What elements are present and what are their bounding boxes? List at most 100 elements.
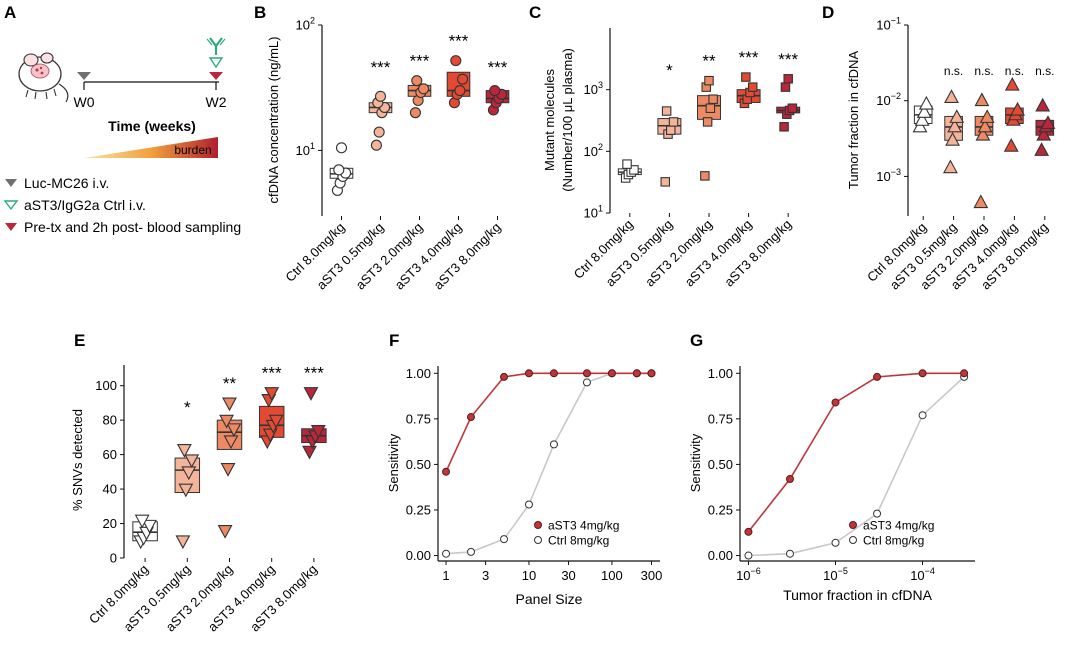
x-tick-label: aST3 8.0mg/kg xyxy=(431,220,504,293)
data-point xyxy=(1034,142,1050,156)
schematic-panel: W0 W2 Time (weeks) burden Luc-MC26 i.v. … xyxy=(3,37,241,235)
data-point xyxy=(184,454,200,469)
y-tick-label: 40 xyxy=(103,482,117,497)
data-point xyxy=(668,117,679,127)
data-point xyxy=(873,372,882,381)
data-point xyxy=(134,514,150,529)
legend-label: aST3 4mg/kg xyxy=(548,519,619,533)
data-point xyxy=(960,369,969,378)
y-tick-label: 0.75 xyxy=(406,411,431,426)
legend-label: aST3 4mg/kg xyxy=(863,519,934,533)
y-tick-label: 0.25 xyxy=(406,502,431,517)
data-point xyxy=(831,398,840,407)
time-axis-label: Time (weeks) xyxy=(108,118,196,134)
x-tick-label: 300 xyxy=(641,568,663,583)
significance-label: * xyxy=(184,398,191,417)
data-point xyxy=(370,139,382,151)
significance-label: n.s. xyxy=(1005,64,1024,78)
burden-label: burden xyxy=(174,143,211,157)
data-point xyxy=(1035,97,1051,112)
data-point xyxy=(442,549,451,558)
data-point xyxy=(310,425,326,439)
x-tick-label: 10−5 xyxy=(823,566,848,583)
data-point xyxy=(582,369,591,378)
data-point xyxy=(178,483,194,498)
series-line xyxy=(747,372,965,533)
y-axis-label: Tumor fraction in cfDNA xyxy=(846,51,861,190)
data-point xyxy=(660,177,671,187)
timeline-w2: W2 xyxy=(206,94,227,110)
data-point xyxy=(409,107,421,119)
y-tick-label: 80 xyxy=(103,413,117,428)
data-point xyxy=(217,525,233,539)
significance-label: *** xyxy=(410,52,430,71)
y-tick-label: 0.00 xyxy=(708,548,733,563)
data-point xyxy=(918,95,934,110)
y-axis-label: Sensitivity xyxy=(386,433,401,492)
data-point xyxy=(943,159,958,174)
data-point xyxy=(647,369,656,378)
data-point xyxy=(549,440,558,449)
data-point xyxy=(975,126,991,141)
y-tick-label: 1.00 xyxy=(708,366,733,381)
luc-mc26-icon xyxy=(5,179,17,187)
x-tick-label: 10 xyxy=(522,568,536,583)
legend-marker xyxy=(534,521,542,529)
y-tick-label: 0.50 xyxy=(406,457,431,472)
y-tick-label: 0 xyxy=(110,551,117,566)
significance-label: *** xyxy=(262,364,282,383)
significance-label: n.s. xyxy=(1035,64,1054,78)
data-point xyxy=(549,369,558,378)
data-point xyxy=(831,538,840,547)
y-tick-label: 100 xyxy=(95,378,117,393)
significance-label: * xyxy=(666,61,673,80)
schematic-legend: Luc-MC26 i.v. aST3/IgG2a Ctrl i.v. Pre-t… xyxy=(3,175,241,235)
data-point xyxy=(1003,137,1019,152)
data-point xyxy=(873,509,882,518)
data-point xyxy=(219,414,234,429)
data-point xyxy=(175,535,191,550)
panel-label-b: B xyxy=(254,3,266,22)
data-point xyxy=(1036,126,1052,141)
data-point xyxy=(632,369,641,378)
data-point xyxy=(374,90,387,102)
data-point xyxy=(467,413,476,422)
data-point xyxy=(779,122,789,132)
legend-label: Ctrl 8mg/kg xyxy=(548,534,609,548)
gray-triangle-icon xyxy=(77,72,91,80)
panel-label-f: F xyxy=(389,331,399,350)
ast3-ctrl-icon xyxy=(3,200,19,211)
y-tick-label: 103 xyxy=(584,80,603,97)
y-tick-label: 0.50 xyxy=(708,457,733,472)
data-point xyxy=(974,92,990,107)
data-point xyxy=(785,474,794,483)
data-point xyxy=(700,171,710,181)
legend-marker xyxy=(534,536,542,544)
chart-panel-g: 0.00 0.25 0.50 0.75 1.00 Sensitivity 10−6 10−5 1… xyxy=(688,366,975,603)
data-point xyxy=(661,106,672,116)
data-point xyxy=(524,369,533,378)
x-tick-label: 10−4 xyxy=(910,566,935,583)
mouse-icon xyxy=(18,52,69,103)
data-point xyxy=(582,378,591,387)
data-point xyxy=(914,112,930,126)
data-point xyxy=(705,103,716,113)
x-tick-label: 10−6 xyxy=(736,566,761,583)
legend-marker xyxy=(849,521,857,529)
y-tick-label: 10−3 xyxy=(876,167,901,184)
data-point xyxy=(947,118,963,133)
data-point xyxy=(949,109,965,123)
data-point xyxy=(1040,115,1056,129)
data-point xyxy=(457,73,469,85)
significance-label: n.s. xyxy=(944,64,963,78)
significance-label: *** xyxy=(778,50,798,69)
data-point xyxy=(226,423,242,438)
y-tick-label: 0.25 xyxy=(708,502,733,517)
red-triangle-icon xyxy=(209,72,223,80)
data-point xyxy=(787,103,798,113)
legend-label: Ctrl 8mg/kg xyxy=(863,534,924,548)
data-point xyxy=(500,535,509,544)
